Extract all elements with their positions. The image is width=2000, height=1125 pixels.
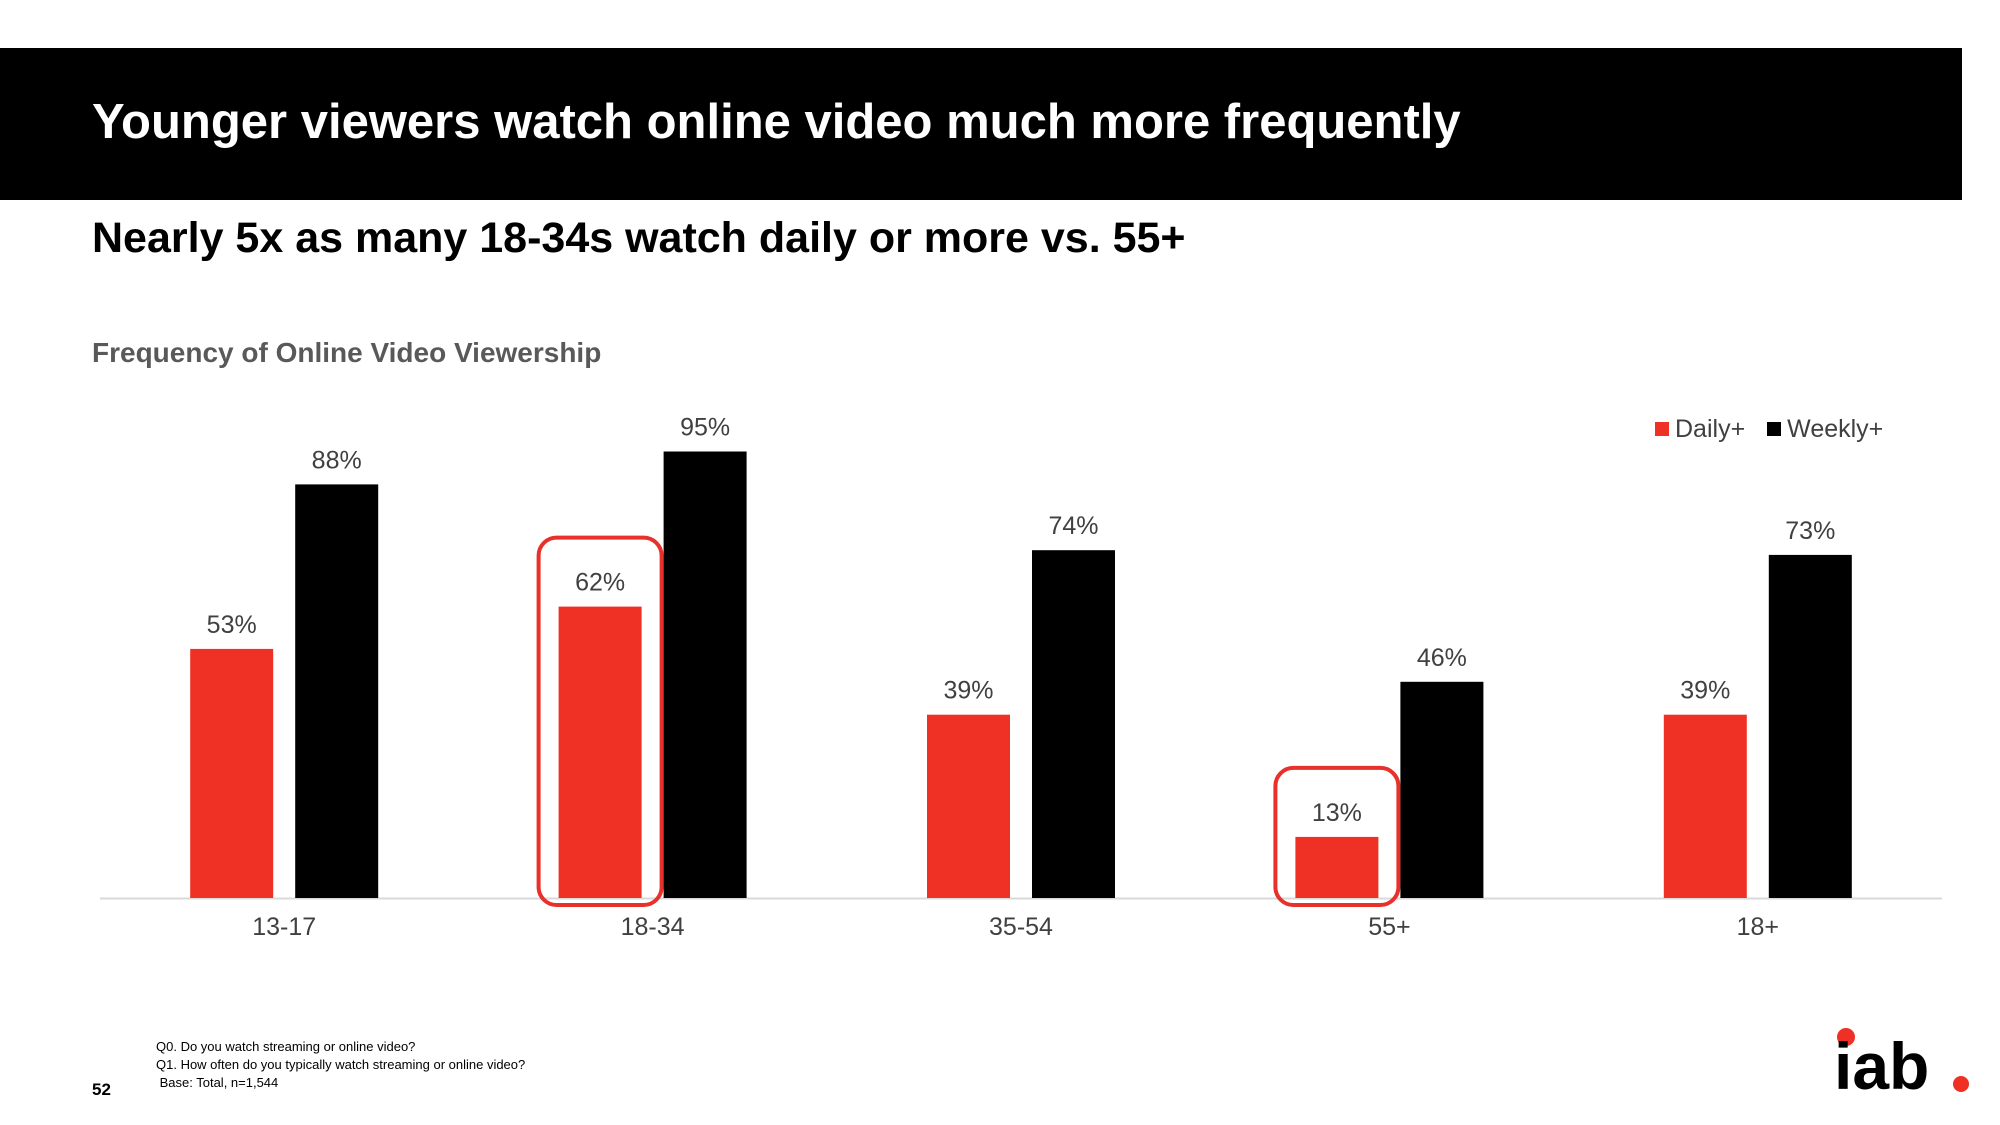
bar-daily-13-17 <box>190 648 274 898</box>
bar-daily-18plus <box>1663 714 1747 898</box>
data-label-daily-55plus: 13% <box>1312 799 1362 827</box>
data-label-daily-18-34: 62% <box>575 569 625 597</box>
data-label-weekly-18-34: 95% <box>680 414 730 442</box>
data-label-weekly-18plus: 73% <box>1785 517 1835 545</box>
highlight-box-18-34 <box>536 535 664 907</box>
footnote-q1: Q1. How often do you typically watch str… <box>156 1057 526 1072</box>
legend-swatch-daily <box>1655 422 1669 436</box>
chart-title: Frequency of Online Video Viewership <box>92 337 602 368</box>
legend-item-daily: Daily+ <box>1655 415 1745 444</box>
iab-logo: iab <box>1834 1028 1969 1096</box>
x-tick-label-55plus: 55+ <box>1368 913 1410 941</box>
footnote-base: Base: Total, n=1,544 <box>156 1075 279 1090</box>
logo-wordmark: iab <box>1834 1029 1929 1096</box>
legend-label-weekly: Weekly+ <box>1787 414 1884 443</box>
data-label-weekly-35-54: 74% <box>1048 512 1098 540</box>
data-label-daily-18plus: 39% <box>1680 677 1730 705</box>
bar-weekly-55plus <box>1400 681 1484 898</box>
bar-daily-55plus <box>1295 836 1379 898</box>
bar-daily-18-34 <box>558 606 642 898</box>
legend-label-daily: Daily+ <box>1675 414 1746 443</box>
bar-weekly-13-17 <box>295 484 379 898</box>
bar-weekly-18plus <box>1768 554 1852 898</box>
footnote-q0: Q0. Do you watch streaming or online vid… <box>156 1039 416 1054</box>
title-bar <box>0 48 1962 200</box>
highlight-box-55plus <box>1273 765 1401 908</box>
slide-subtitle: Nearly 5x as many 18-34s watch daily or … <box>92 214 1186 262</box>
data-label-daily-13-17: 53% <box>207 611 257 639</box>
bar-weekly-18-34 <box>663 451 747 898</box>
x-tick-label-13-17: 13-17 <box>252 913 316 941</box>
x-tick-label-18plus: 18+ <box>1737 913 1779 941</box>
page-number: 52 <box>92 1080 111 1099</box>
bar-weekly-35-54 <box>1032 550 1115 898</box>
x-tick-label-18-34: 18-34 <box>621 913 685 941</box>
slide-title: Younger viewers watch online video much … <box>92 95 1461 149</box>
x-tick-label-35-54: 35-54 <box>989 913 1053 941</box>
chart-legend: Daily+ Weekly+ <box>1655 412 1905 446</box>
data-label-weekly-13-17: 88% <box>312 446 362 474</box>
data-label-daily-35-54: 39% <box>943 677 993 705</box>
footnotes: Q0. Do you watch streaming or online vid… <box>156 1038 525 1092</box>
bar-daily-35-54 <box>927 714 1010 898</box>
legend-item-weekly: Weekly+ <box>1767 415 1883 444</box>
data-label-weekly-55plus: 46% <box>1417 644 1467 672</box>
legend-swatch-weekly <box>1767 422 1782 436</box>
